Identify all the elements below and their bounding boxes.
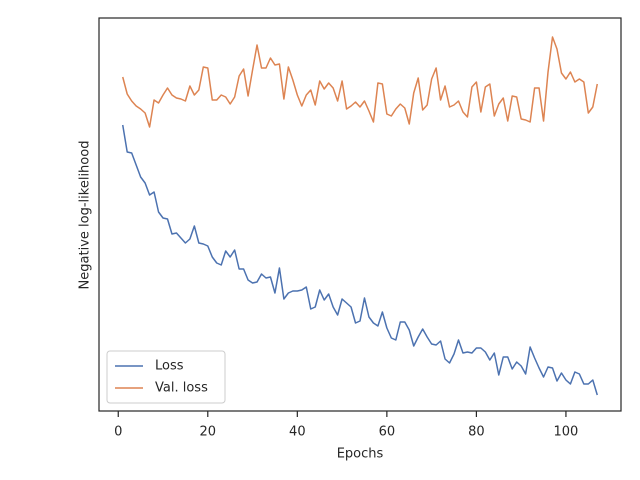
x-tick-label: 20 <box>200 425 217 440</box>
line-series <box>122 36 599 128</box>
x-axis-label: Epochs <box>337 447 384 462</box>
x-tick-label: 80 <box>468 425 485 440</box>
legend-label: Val. loss <box>155 381 208 396</box>
legend-box <box>106 350 226 404</box>
x-tick-label: 0 <box>114 425 122 440</box>
x-tick-label: 60 <box>379 425 396 440</box>
x-tick-label: 40 <box>289 425 306 440</box>
legend-label: Loss <box>155 359 184 374</box>
x-tick-label: 100 <box>554 425 579 440</box>
y-axis-label: Negative log-likelihood <box>78 141 93 290</box>
plot-frame <box>98 17 622 412</box>
line-series <box>121 124 598 396</box>
